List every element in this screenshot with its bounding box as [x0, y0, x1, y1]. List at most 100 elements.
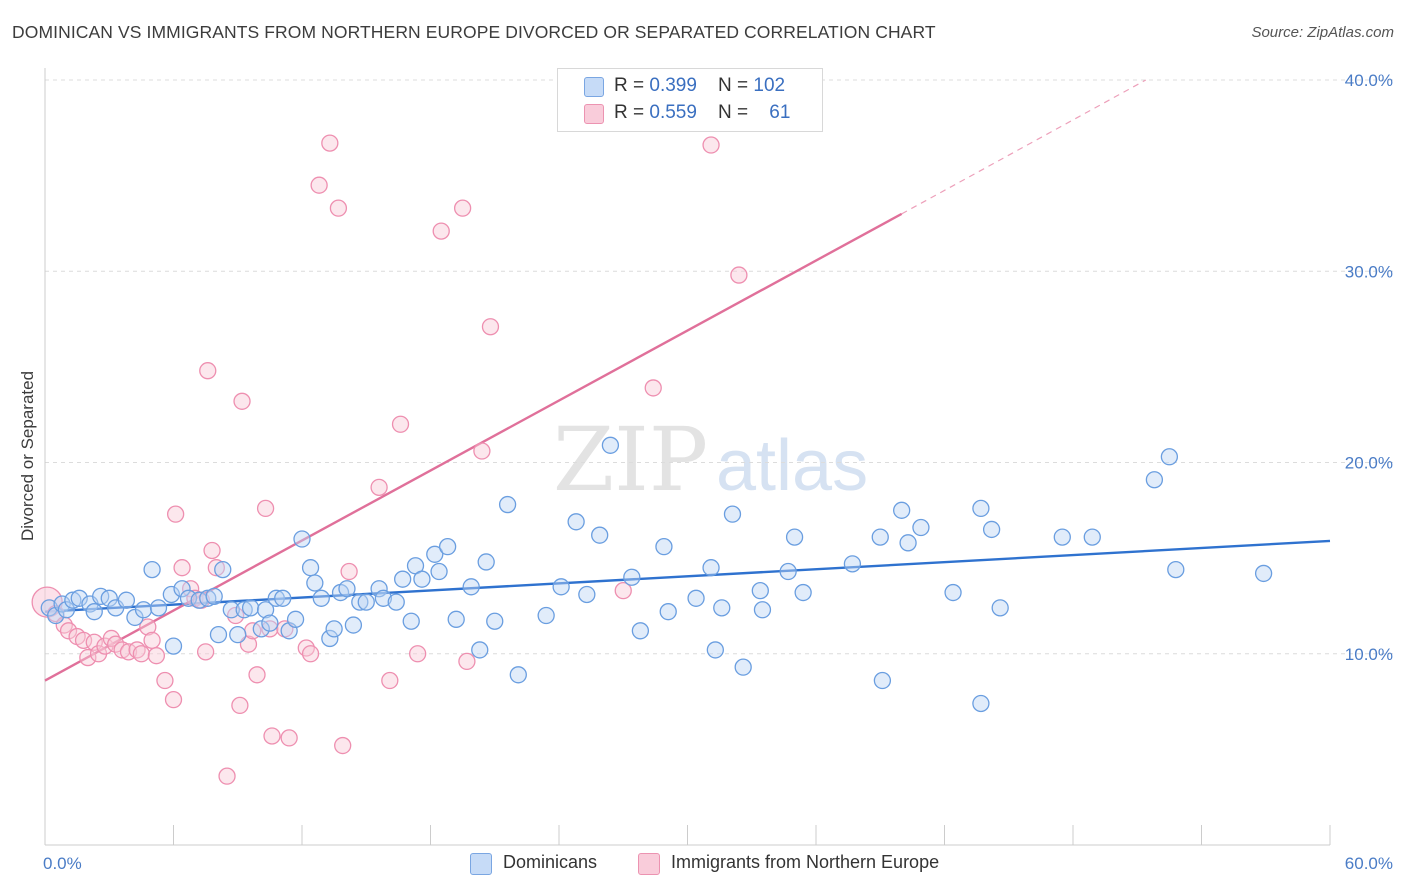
legend-swatch-pink — [584, 104, 604, 124]
point-dominicans — [134, 601, 153, 619]
point-northern-europe — [370, 478, 388, 497]
point-dominicans — [1160, 448, 1179, 466]
point-dominicans — [591, 526, 609, 544]
y-axis-title: Divorced or Separated — [18, 371, 37, 541]
point-dominicans — [753, 601, 772, 619]
point-dominicans — [387, 593, 405, 611]
y-tick-label: 30.0% — [1345, 262, 1393, 281]
point-dominicans — [199, 589, 217, 607]
point-dominicans — [486, 612, 504, 630]
point-northern-europe — [199, 362, 217, 380]
point-dominicans — [623, 568, 641, 586]
point-northern-europe — [239, 635, 258, 653]
point-dominicans — [871, 528, 889, 546]
point-dominicans — [537, 606, 555, 625]
point-dominicans — [631, 622, 650, 640]
point-northern-europe — [156, 671, 174, 690]
point-dominicans — [164, 637, 183, 655]
point-dominicans — [205, 587, 223, 606]
legend-r-value: 0.399 — [649, 75, 697, 96]
point-northern-europe — [702, 136, 720, 154]
point-dominicans — [1167, 560, 1185, 579]
point-dominicans — [779, 562, 797, 581]
point-dominicans — [899, 534, 917, 552]
point-dominicans — [338, 580, 356, 598]
trend-line-dominicans — [44, 539, 1331, 613]
point-dominicans — [85, 603, 103, 621]
point-dominicans — [267, 589, 285, 607]
point-dominicans — [394, 570, 412, 588]
point-northern-europe — [408, 645, 427, 663]
bottom-legend-swatch-pink — [638, 853, 660, 875]
point-northern-europe — [207, 559, 225, 577]
point-dominicans — [498, 495, 517, 514]
point-dominicans — [438, 538, 457, 556]
point-northern-europe — [432, 222, 450, 240]
point-dominicans — [173, 580, 191, 598]
legend-r-label: R = — [614, 75, 650, 96]
point-dominicans — [241, 599, 260, 617]
point-dominicans — [374, 589, 393, 607]
point-dominicans — [471, 641, 489, 659]
point-northern-europe — [132, 645, 151, 663]
point-dominicans — [991, 599, 1009, 617]
point-northern-europe — [231, 696, 249, 715]
point-dominicans — [222, 601, 240, 619]
point-northern-europe — [340, 562, 358, 581]
y-tick-label: 10.0% — [1345, 645, 1393, 664]
point-dominicans — [229, 625, 247, 644]
data-points — [31, 134, 1273, 785]
point-northern-europe — [329, 199, 348, 217]
point-northern-europe — [164, 691, 183, 709]
point-northern-europe — [614, 581, 632, 600]
point-dominicans — [578, 585, 596, 604]
point-dominicans — [702, 559, 720, 577]
point-dominicans — [601, 436, 620, 454]
watermark-zip: ZIP — [553, 408, 708, 511]
point-dominicans — [713, 599, 731, 617]
point-dominicans — [982, 520, 1001, 539]
legend-n-label: N = — [718, 75, 754, 96]
point-dominicans — [286, 610, 305, 628]
point-northern-europe — [256, 499, 275, 518]
point-dominicans — [301, 559, 320, 577]
point-dominicans — [567, 513, 585, 531]
point-dominicans — [162, 585, 181, 604]
point-dominicans — [944, 583, 962, 602]
point-northern-europe — [143, 631, 161, 650]
point-dominicans — [312, 589, 330, 607]
point-dominicans — [117, 591, 136, 609]
bottom-legend-label: Immigrants from Northern Europe — [671, 852, 940, 872]
point-dominicans — [293, 530, 311, 548]
point-dominicans — [785, 528, 804, 546]
point-northern-europe — [481, 318, 500, 336]
point-dominicans — [462, 578, 480, 596]
point-dominicans — [413, 570, 431, 588]
legend-n-value: 61 — [769, 102, 791, 123]
point-northern-europe — [391, 415, 410, 433]
grid-lines — [45, 79, 1395, 655]
tick-labels: 10.0% 20.0% 30.0% 40.0% 0.0% 60.0% — [43, 71, 1393, 873]
point-dominicans — [794, 583, 812, 602]
point-northern-europe — [166, 505, 185, 523]
watermark-atlas: atlas — [716, 426, 868, 506]
point-dominicans — [321, 629, 339, 648]
point-northern-europe — [31, 586, 63, 618]
point-dominicans — [256, 601, 275, 619]
point-dominicans — [1053, 528, 1071, 546]
point-dominicans — [209, 625, 228, 644]
point-northern-europe — [147, 647, 166, 665]
y-tick-label: 40.0% — [1345, 71, 1393, 90]
legend-swatch-blue — [584, 77, 604, 97]
point-dominicans — [252, 620, 270, 638]
point-northern-europe — [233, 392, 251, 410]
point-northern-europe — [74, 631, 93, 650]
point-northern-europe — [113, 641, 131, 659]
point-dominicans — [1254, 564, 1273, 583]
point-northern-europe — [381, 671, 399, 690]
axes — [44, 68, 1331, 846]
point-dominicans — [873, 671, 892, 690]
legend-n-value: 102 — [753, 75, 786, 96]
point-northern-europe — [79, 648, 97, 667]
point-dominicans — [509, 666, 527, 684]
